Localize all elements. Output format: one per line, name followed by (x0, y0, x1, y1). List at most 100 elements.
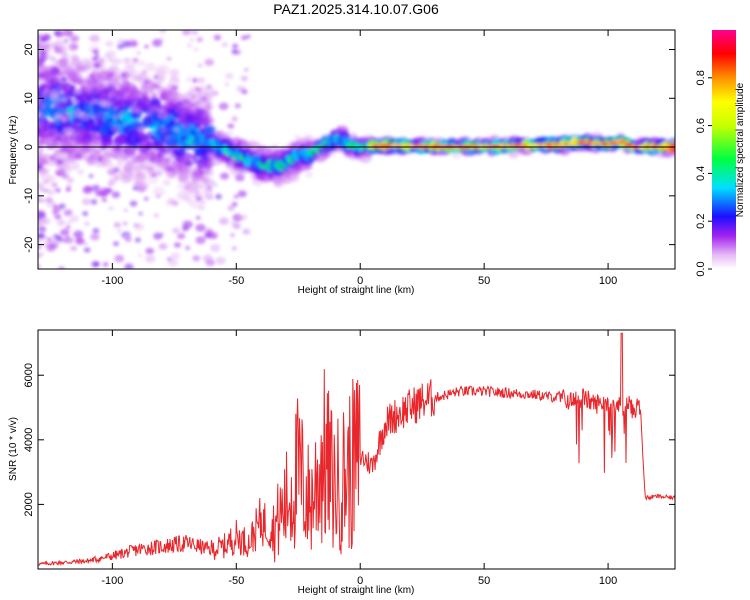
spectrogram-noise (189, 37, 195, 42)
spectrogram-noise (51, 128, 57, 132)
snr-line-layer (38, 332, 675, 567)
snr-x-tick-label: -100 (101, 575, 123, 587)
spectrogram-cell (304, 163, 313, 170)
spectrogram-noise (243, 67, 249, 72)
spectrogram-noise (111, 125, 120, 132)
spectrogram-noise (81, 198, 91, 206)
spectrogram-noise (56, 172, 62, 176)
spectrogram-noise (52, 140, 59, 146)
spectrogram-noise (44, 55, 51, 60)
spectrogram-noise (198, 63, 203, 68)
snr-y-label: SNR (10 * v/v) (8, 417, 19, 481)
spectrogram-noise (60, 64, 70, 72)
spectrogram-cell (123, 173, 135, 183)
spectrogram-noise (43, 137, 53, 145)
spectrogram-noise (64, 39, 69, 43)
spectrogram-noise (67, 71, 76, 78)
spectrogram-noise (122, 40, 132, 48)
spectrogram-noise (123, 72, 130, 78)
spectrogram-noise (69, 35, 80, 43)
spectrogram-y-tick-label: -10 (23, 188, 35, 204)
spectrogram-noise (114, 167, 120, 173)
spectrogram-noise (125, 237, 132, 243)
colorbar-gradient (712, 30, 736, 269)
spectrogram-noise (143, 134, 151, 141)
spectrogram-noise (186, 43, 193, 48)
spectrogram-x-tick-label: 100 (599, 275, 617, 287)
spectrogram-noise (195, 196, 203, 202)
spectrogram-noise (143, 196, 149, 201)
spectrogram-noise (242, 228, 251, 235)
spectrogram-noise (170, 74, 179, 82)
spectrogram-frame (37, 29, 676, 270)
spectrogram-cell (50, 56, 57, 63)
spectrogram-noise (112, 175, 120, 181)
spectrogram-noise (103, 154, 110, 160)
spectrogram-noise (38, 44, 41, 49)
spectrogram-cell (227, 130, 234, 136)
spectrogram-cell (100, 157, 113, 168)
spectrogram-noise (113, 222, 121, 228)
spectrogram-noise (171, 200, 179, 207)
spectrogram-noise (205, 193, 214, 201)
spectrogram-noise (69, 214, 79, 223)
spectrogram-noise (183, 123, 190, 129)
spectrogram-noise (156, 152, 163, 157)
spectrogram-noise (94, 190, 103, 197)
spectrogram-noise (192, 255, 201, 262)
spectrogram-noise (145, 162, 153, 168)
spectrogram-noise (227, 205, 235, 212)
spectrogram-cell (185, 160, 195, 167)
spectrogram-noise (41, 43, 50, 50)
spectrogram-cell (157, 105, 164, 110)
spectrogram-noise (40, 198, 45, 203)
spectrogram-noise (182, 30, 192, 36)
spectrogram-noise (70, 245, 78, 252)
spectrogram-x-ticks: -100 -50 0 50 100 (101, 30, 617, 287)
spectrogram-noise (38, 74, 44, 78)
spectrogram-noise (65, 87, 72, 93)
spectrogram-noise (229, 157, 237, 164)
spectrogram-noise (141, 70, 147, 75)
spectrogram-noise (114, 254, 125, 263)
spectrogram-noise (64, 127, 74, 135)
spectrogram-noise (194, 86, 201, 92)
spectrogram-noise (73, 88, 82, 95)
spectrogram-noise (193, 47, 199, 52)
spectrogram-noise (116, 84, 122, 88)
spectrogram-noise (54, 187, 61, 193)
spectrogram-cell (147, 174, 159, 184)
spectrogram-noise (152, 38, 163, 47)
spectrogram-cell (671, 150, 675, 157)
spectrogram-noise (63, 209, 73, 217)
spectrogram-cell (507, 149, 520, 160)
spectrogram-noise (76, 108, 81, 112)
spectrogram-noise (39, 159, 49, 166)
spectrogram-noise (76, 95, 86, 103)
spectrogram-noise (62, 30, 73, 37)
spectrogram-noise (138, 212, 143, 216)
spectrogram-noise (241, 89, 248, 95)
spectrogram-cell (616, 131, 625, 139)
spectrogram-cell (132, 165, 142, 173)
spectrogram-x-tick-label: -100 (101, 275, 123, 287)
spectrogram-noise (130, 75, 140, 82)
spectrogram-cell (204, 87, 216, 97)
spectrogram-noise (224, 82, 230, 87)
spectrogram-noise (229, 233, 236, 238)
spectrogram-cell (201, 115, 215, 126)
spectrogram-noise (64, 123, 70, 127)
spectrogram-noise (90, 199, 98, 205)
colorbar-tick-label: 0.2 (695, 214, 707, 229)
spectrogram-noise (38, 239, 41, 244)
spectrogram-cell (305, 171, 313, 178)
spectrogram-noise (153, 75, 158, 79)
spectrogram-noise (173, 85, 179, 90)
spectrogram-noise (124, 263, 134, 269)
spectrogram-noise (210, 243, 221, 252)
spectrogram-noise (165, 200, 172, 206)
spectrogram-cell (149, 89, 155, 94)
spectrogram-noise (136, 51, 141, 55)
spectrogram-noise (117, 94, 123, 99)
